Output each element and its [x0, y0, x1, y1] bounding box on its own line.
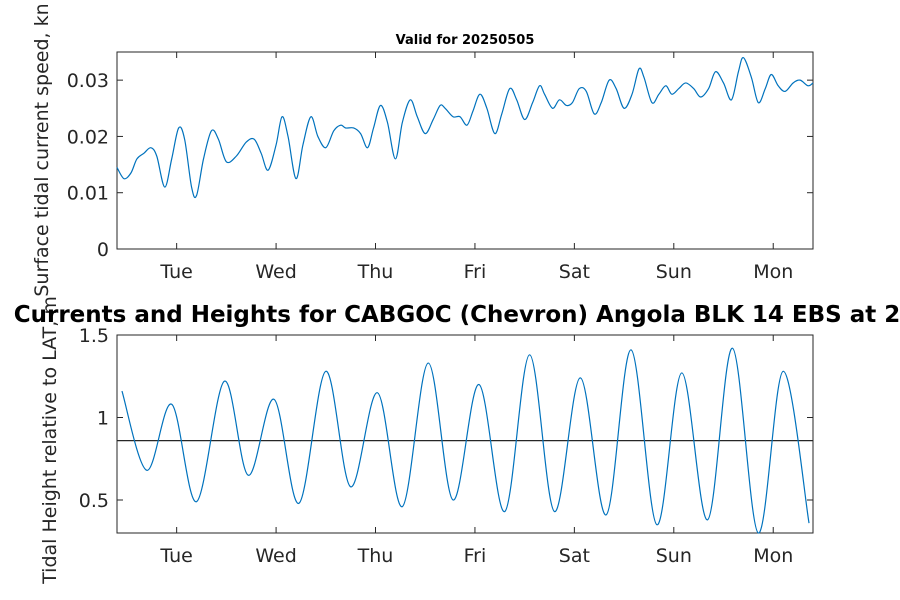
plot-area	[116, 51, 814, 250]
axis-ticks: 0.5 1 1.5 Tue Wed Thu Fri Sat Sun Mon	[79, 325, 813, 567]
axis-ticks: 0 0.01 0.02 0.03 Tue Wed Thu Fri Sat Sun Mon	[67, 52, 813, 283]
x-tick-label: Fri	[464, 545, 487, 567]
y-axis-label: Tidal Height relative to LAT, m	[39, 296, 61, 585]
x-tick-label: Thu	[357, 545, 394, 567]
y-axis-label: Surface tidal current speed, kn	[31, 3, 53, 296]
x-tick-label: Tue	[159, 545, 192, 567]
y-tick-label: 0.5	[79, 490, 109, 512]
x-tick-label: Sat	[559, 545, 590, 567]
x-tick-label: Wed	[255, 545, 296, 567]
y-tick-label: 0.01	[67, 183, 109, 205]
series-line	[116, 57, 814, 199]
y-tick-label: 1.5	[79, 325, 109, 347]
chart-title: Currents and Heights for CABGOC (Chevron…	[14, 302, 900, 328]
y-tick-label: 1	[97, 408, 109, 430]
y-tick-label: 0.03	[67, 70, 109, 92]
x-tick-label: Mon	[753, 545, 793, 567]
y-tick-label: 0.02	[67, 126, 109, 148]
y-tick-label: 0	[97, 239, 109, 261]
chart-title: Valid for 20250505	[396, 33, 535, 48]
x-tick-label: Wed	[255, 261, 296, 283]
series-line	[121, 347, 810, 534]
current-speed-chart: Valid for 20250505 0 0.01 0.02 0.03 Tue Wed Th…	[31, 3, 814, 297]
tidal-height-chart: 0.5 1 1.5 Tue Wed Thu Fri Sat Sun Mon Tidal Heigh…	[14, 296, 900, 585]
x-tick-label: Sun	[656, 261, 692, 283]
x-tick-label: Sat	[559, 261, 590, 283]
plot-area	[116, 334, 814, 534]
x-tick-label: Thu	[357, 261, 394, 283]
x-tick-label: Sun	[656, 545, 692, 567]
x-tick-label: Fri	[464, 261, 487, 283]
x-tick-label: Tue	[159, 261, 192, 283]
x-tick-label: Mon	[753, 261, 793, 283]
